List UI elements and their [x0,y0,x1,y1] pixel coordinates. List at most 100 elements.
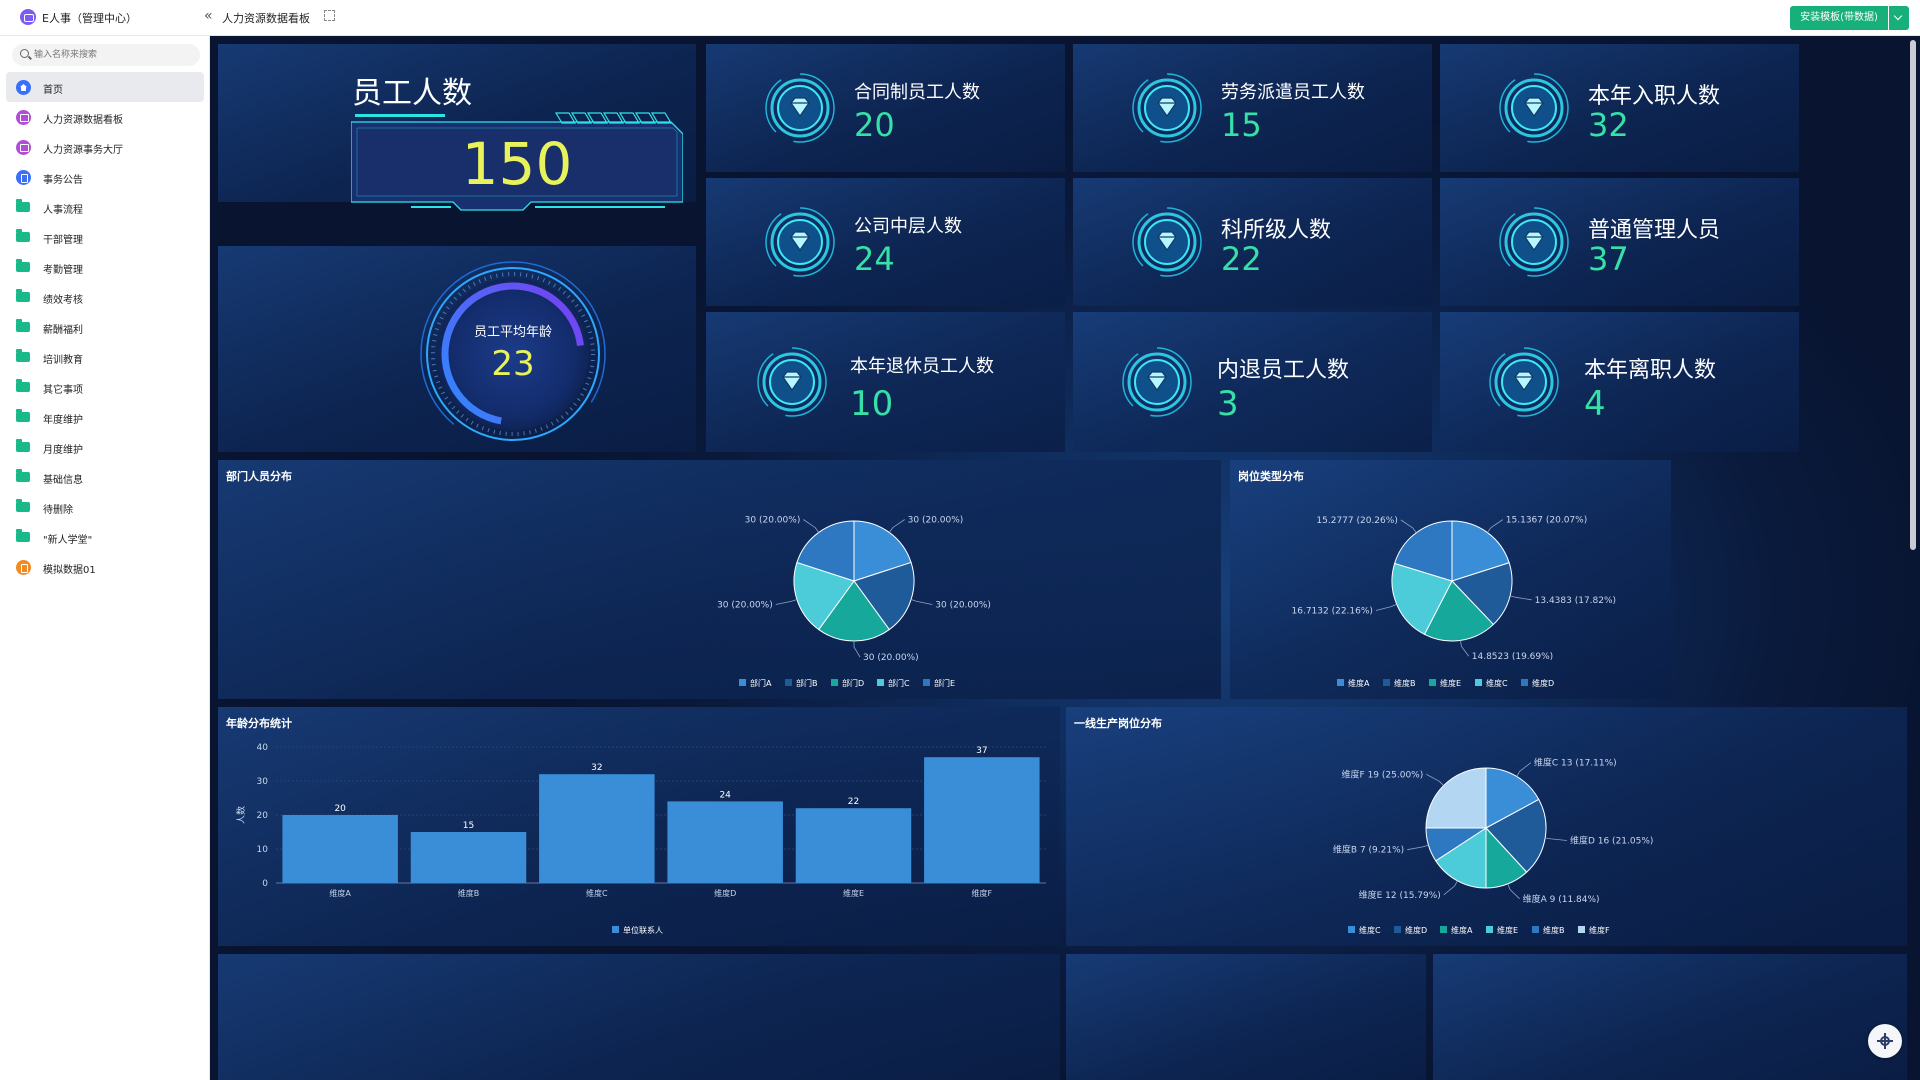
y-tick-label: 20 [257,811,269,821]
pie-data-label: 30 (20.00%) [908,516,964,526]
sidebar-item-13[interactable]: 基础信息 [6,462,204,492]
sidebar-item-2[interactable]: 人力资源事务大厅 [6,132,204,162]
top-bar: E人事（管理中心） « 人力资源数据看板 安装模板(带数据) [0,0,1920,36]
pie-slice[interactable] [1391,562,1453,635]
pie-label-line [1460,640,1470,657]
age-distribution-title: 年龄分布统计 [226,717,292,730]
install-template-button[interactable]: 安装模板(带数据) [1790,6,1888,30]
pie-slice[interactable] [1451,562,1513,626]
legend-swatch [1337,679,1344,686]
search-box [12,44,200,66]
bar-value-label: 32 [591,763,602,773]
sidebar-item-9[interactable]: 培训教育 [6,342,204,372]
age-bar-chart: 0 10 20 30 40 人数 20 维度A 15 维度B 32 维度C 24 维度D 22 维度E 37 维度… [235,743,1046,935]
sidebar-item-7[interactable]: 绩效考核 [6,282,204,312]
pie-label-line [853,641,861,658]
install-dropdown-button[interactable] [1889,6,1909,30]
folder-icon [16,259,30,272]
bar[interactable] [795,808,912,883]
floating-action-button[interactable] [1868,1024,1902,1058]
dashboard: 员工人数 150 [210,36,1920,1080]
pie-label-line [1545,837,1568,841]
stat-card: 本年离职人数 4 [1440,312,1799,452]
home-icon [16,80,31,95]
dashboard-icon [16,110,31,125]
pie-data-label: 15.1367 (20.07%) [1506,516,1587,526]
folder-icon [16,319,30,332]
pie-slice[interactable] [853,520,912,582]
x-tick-label: 维度C [586,888,608,898]
sidebar-item-label: 模拟数据01 [43,565,96,576]
data-icon [16,560,31,575]
sidebar-item-5[interactable]: 干部管理 [6,222,204,252]
employee-count-panel: 员工人数 150 [218,44,696,211]
pie-data-label: 13.4383 (17.82%) [1535,596,1616,606]
pie-data-label: 16.7132 (22.16%) [1292,606,1373,616]
age-distribution-panel: 年龄分布统计 0 10 20 30 40 人数 20 维度A 15 维度B 32 维度C 24 维度D 22… [218,707,1060,946]
stat-value: 10 [850,384,894,424]
diamond-icon [757,347,827,417]
average-age-label: 员工平均年龄 [473,325,552,340]
x-tick-label: 维度F [972,888,993,898]
bar[interactable] [539,774,655,883]
bar[interactable] [667,801,783,883]
sidebar-item-label: 人力资源事务大厅 [43,145,123,156]
pie-slice[interactable] [793,561,855,631]
sidebar-item-label: 月度维护 [43,445,83,456]
pie-label-line [1407,844,1429,851]
stat-card: 劳务派遣员工人数 15 [1073,44,1432,172]
pie-label-line [1516,762,1532,777]
pie-data-label: 维度A 9 (11.84%) [1523,893,1600,905]
pie-data-label: 维度B 7 (9.21%) [1333,844,1404,856]
sidebar-item-0[interactable]: 首页 [6,72,204,102]
bar[interactable] [282,815,398,883]
pie-label-line [803,519,820,533]
legend-swatch [785,679,792,686]
pie-slice[interactable] [853,561,915,631]
pie-slice[interactable] [1423,580,1495,642]
sidebar: 首页人力资源数据看板人力资源事务大厅事务公告人事流程干部管理考勤管理绩效考核薪酬… [0,36,210,1080]
stat-value: 32 [1588,106,1629,144]
sidebar-item-16[interactable]: 模拟数据01 [6,552,204,582]
pie-data-label: 30 (20.00%) [745,516,801,526]
pie-data-label: 30 (20.00%) [863,653,919,663]
pie-slice[interactable] [1425,767,1487,829]
fullscreen-icon[interactable] [324,10,335,21]
legend-swatch [1429,679,1436,686]
pie-slice[interactable] [818,580,890,642]
average-age-value: 23 [491,344,535,384]
pie-slice[interactable] [1485,767,1540,829]
pie-label-line [1510,595,1532,601]
legend-swatch [1440,926,1447,933]
sidebar-item-label: 绩效考核 [43,295,83,306]
pie-label-line [888,519,905,533]
bar[interactable] [924,757,1040,883]
sidebar-item-1[interactable]: 人力资源数据看板 [6,102,204,132]
pie-slice[interactable] [796,520,855,582]
sidebar-item-14[interactable]: 待删除 [6,492,204,522]
sidebar-item-12[interactable]: 月度维护 [6,432,204,462]
production-pie-chart: 维度C 13 (17.11%) 维度D 16 (21.05%) 维度A 9 (11.… [1333,757,1654,935]
sidebar-item-6[interactable]: 考勤管理 [6,252,204,282]
sidebar-item-4[interactable]: 人事流程 [6,192,204,222]
sidebar-item-11[interactable]: 年度维护 [6,402,204,432]
pie-slice[interactable] [1485,798,1547,873]
legend-swatch [1486,926,1493,933]
collapse-sidebar-icon[interactable]: « [204,8,213,24]
sidebar-item-label: 人事流程 [43,205,83,216]
sidebar-item-10[interactable]: 其它事项 [6,372,204,402]
search-input[interactable] [34,47,194,63]
sidebar-item-3[interactable]: 事务公告 [6,162,204,192]
pie-data-label: 维度C 13 (17.11%) [1534,757,1617,769]
sidebar-item-15[interactable]: "新人学堂" [6,522,204,552]
page-scrollbar[interactable] [1910,40,1916,550]
bar-value-label: 37 [976,746,987,756]
stat-value: 4 [1584,384,1606,424]
legend-label: 维度E [1440,678,1461,688]
sidebar-item-8[interactable]: 薪酬福利 [6,312,204,342]
sidebar-item-label: 基础信息 [43,475,83,486]
dashboard-icon [16,140,31,155]
legend-swatch [1532,926,1539,933]
stat-label: 劳务派遣员工人数 [1221,82,1365,103]
bar[interactable] [410,832,527,883]
